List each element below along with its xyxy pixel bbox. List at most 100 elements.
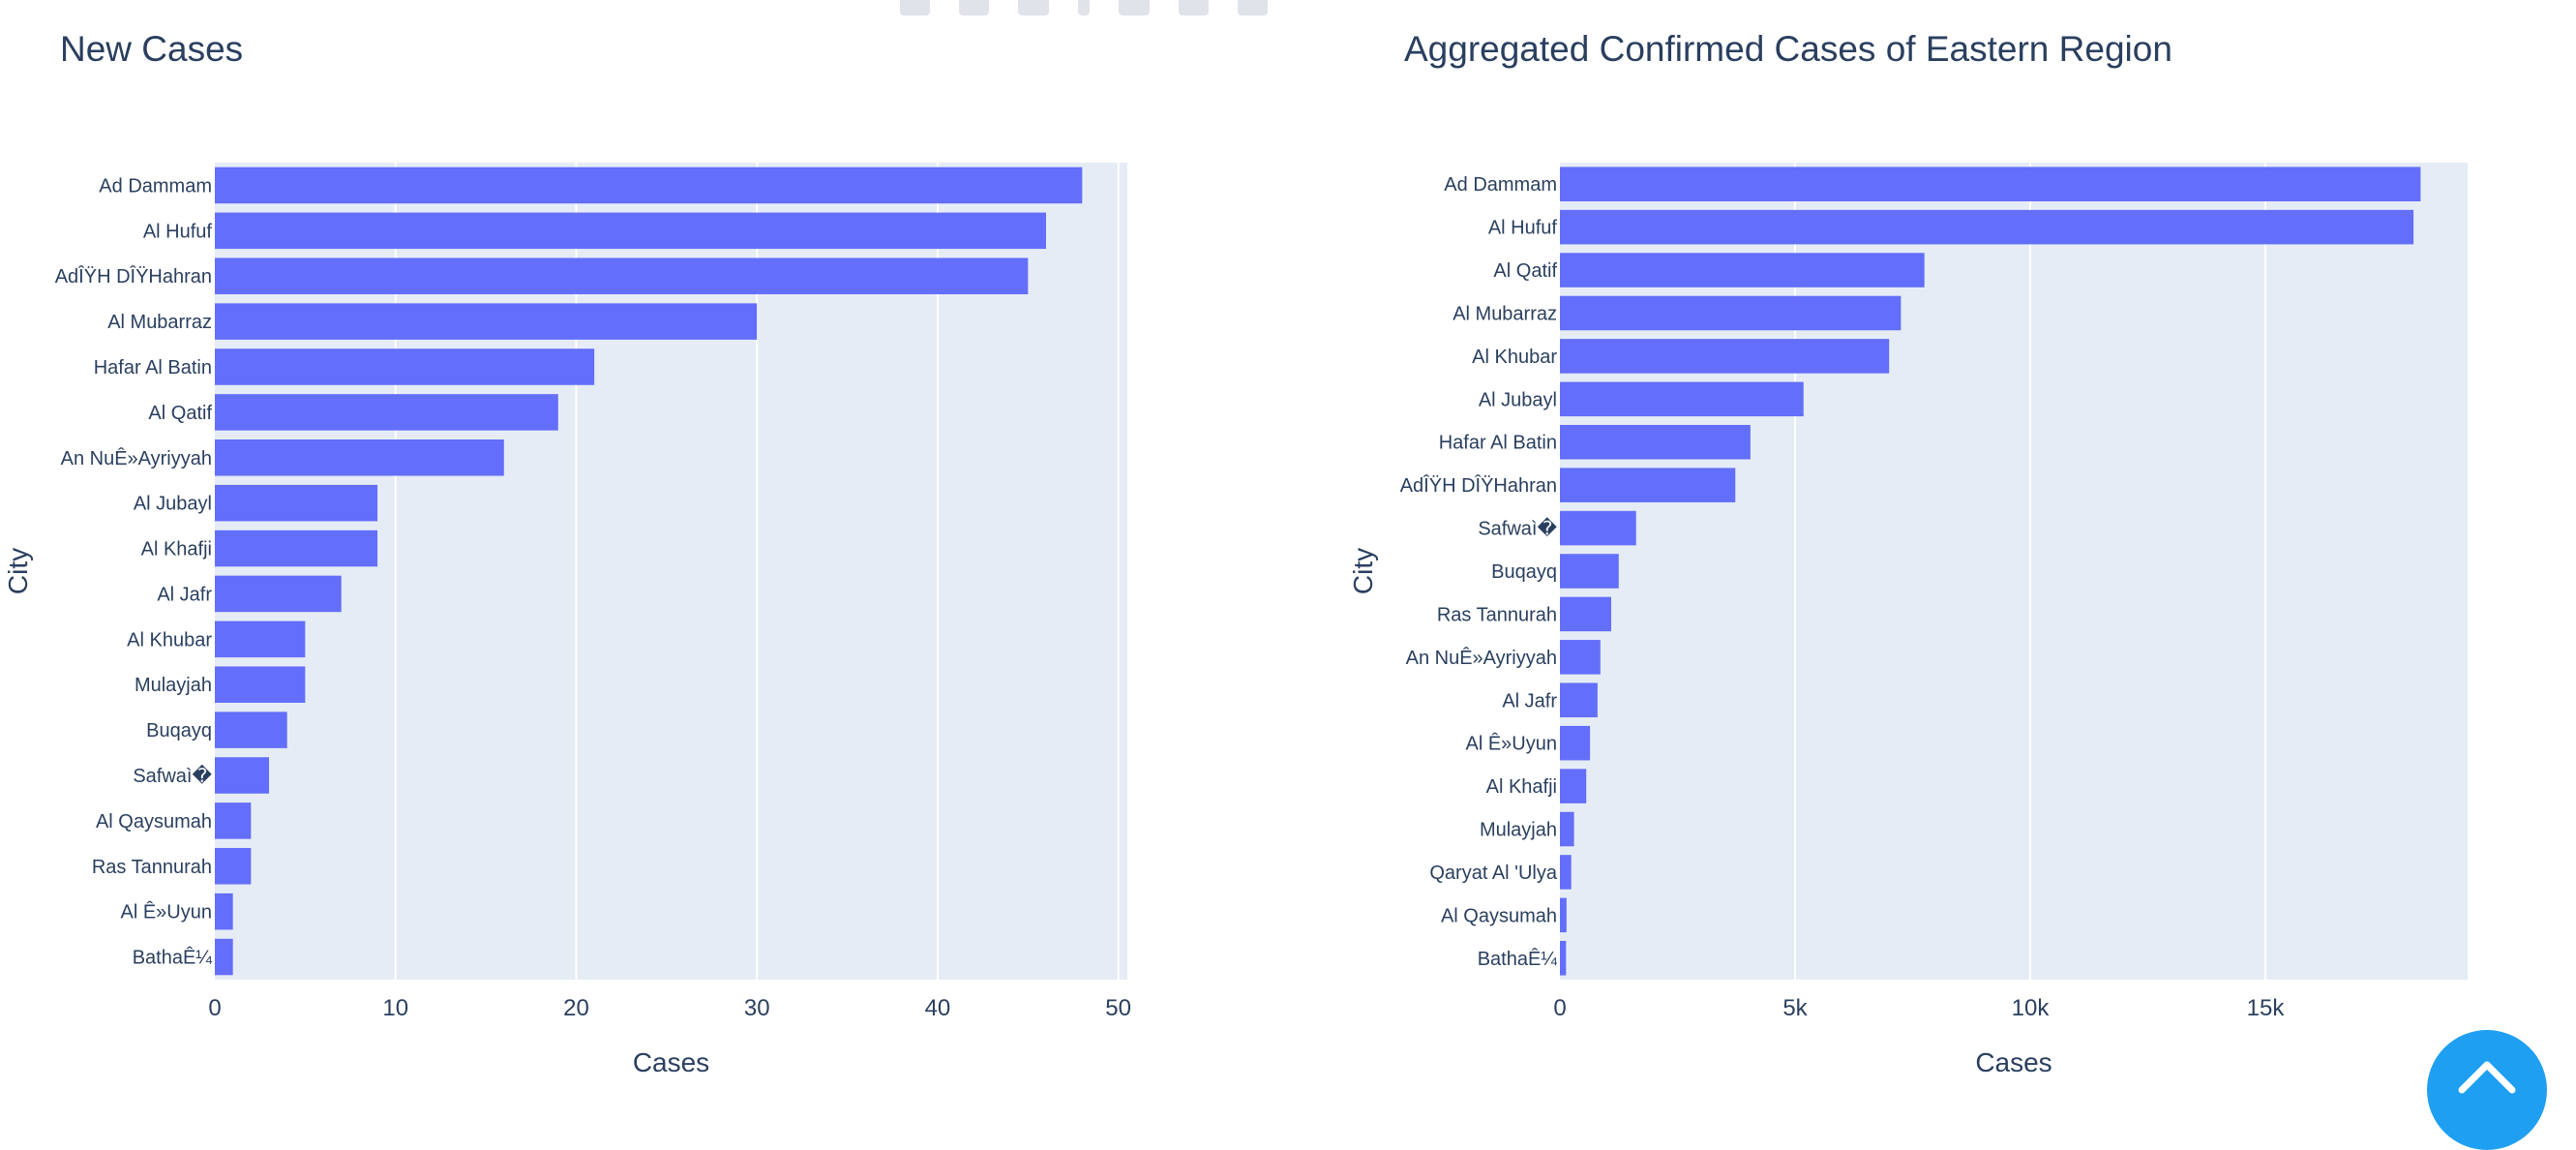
x-tick-label: 15k	[2247, 995, 2286, 1021]
plot-area	[215, 163, 1127, 980]
separator-icon	[1077, 0, 1091, 15]
y-tick-label: Al Qaysumah	[1441, 905, 1557, 926]
bar[interactable]	[215, 348, 595, 385]
y-tick-label: Mulayjah	[1480, 820, 1557, 841]
y-tick-label: AdÎŸH DÎŸHahran	[55, 265, 212, 288]
x-axis-title: Cases	[633, 1047, 709, 1077]
y-tick-label: BathaÊ¼	[1478, 948, 1558, 970]
y-tick-label: Hafar Al Batin	[1439, 433, 1557, 454]
bar[interactable]	[215, 620, 306, 658]
bar[interactable]	[1560, 682, 1598, 718]
chart-title: Aggregated Confirmed Cases of Eastern Re…	[1404, 29, 2172, 69]
y-tick-label: AdÎŸH DÎŸHahran	[1400, 474, 1557, 497]
lasso-icon[interactable]	[1018, 0, 1049, 15]
x-tick-label: 0	[208, 995, 221, 1021]
bar[interactable]	[215, 394, 558, 431]
x-tick-label: 5k	[1782, 995, 1808, 1021]
bar[interactable]	[1560, 253, 1925, 288]
x-axis-title: Cases	[1975, 1047, 2052, 1077]
bar[interactable]	[215, 439, 504, 476]
bar[interactable]	[215, 530, 378, 567]
bar[interactable]	[215, 711, 287, 748]
y-tick-label: Al Khubar	[1472, 347, 1557, 368]
y-tick-label: Hafar Al Batin	[94, 357, 212, 378]
y-tick-label: Al Khubar	[127, 629, 212, 651]
bar[interactable]	[1560, 640, 1601, 675]
bar[interactable]	[215, 212, 1046, 250]
scroll-top-button[interactable]	[2427, 1030, 2547, 1150]
bar[interactable]	[215, 303, 758, 340]
y-tick-label: Al Jafr	[157, 584, 212, 605]
x-tick-label: 10k	[2012, 995, 2051, 1021]
single-hover-icon[interactable]	[1178, 0, 1209, 15]
bar[interactable]	[1560, 424, 1751, 460]
y-tick-label: Ad Dammam	[1444, 174, 1557, 196]
bar[interactable]	[1560, 339, 1890, 374]
y-tick-label: Al Hufuf	[1488, 218, 1558, 239]
y-tick-label: Al Hufuf	[143, 221, 213, 242]
plotly-logo-icon[interactable]	[1237, 0, 1268, 15]
x-tick-label: 20	[563, 995, 589, 1021]
y-tick-label: An NuÊ»Ayriyyah	[1406, 647, 1557, 669]
y-tick-label: Al Qatif	[1493, 260, 1557, 282]
bar[interactable]	[215, 802, 252, 839]
bar[interactable]	[1560, 855, 1572, 890]
bar[interactable]	[215, 575, 342, 613]
aggregated-cases-plot[interactable]: 0 5k 10k 15k Ad Dammam Al Hufuf Al Qatif Al Mub…	[1288, 0, 2576, 1086]
y-axis-title: City	[1348, 548, 1378, 594]
x-tick-label: 10	[382, 995, 408, 1021]
x-tick-label: 40	[925, 995, 951, 1021]
bar[interactable]	[1560, 510, 1636, 546]
bar[interactable]	[215, 893, 233, 930]
bar[interactable]	[215, 757, 270, 794]
bar[interactable]	[1560, 468, 1736, 502]
y-tick-label: Mulayjah	[135, 675, 212, 696]
new-cases-chart: New Cases 0 10 20 30 40 50 Ad Dammam Al Hufuf Ad…	[0, 0, 1288, 1086]
bar[interactable]	[1560, 769, 1587, 803]
y-tick-label: Buqayq	[146, 720, 212, 741]
y-tick-label: Al Mubarraz	[1453, 303, 1557, 324]
plot-modebar	[900, 0, 1268, 17]
chart-title: New Cases	[60, 29, 244, 69]
y-tick-label: Al Qaysumah	[96, 811, 212, 832]
bar[interactable]	[215, 166, 1083, 204]
x-tick-label: 30	[744, 995, 770, 1021]
x-tick-label: 50	[1105, 995, 1131, 1021]
bar[interactable]	[1560, 166, 2421, 201]
y-tick-label: Safwaì�	[1478, 517, 1557, 540]
bar[interactable]	[215, 848, 252, 885]
aggregated-cases-chart: Aggregated Confirmed Cases of Eastern Re…	[1288, 0, 2576, 1086]
bar[interactable]	[1560, 596, 1611, 632]
bar[interactable]	[1560, 897, 1567, 933]
y-axis-title: City	[3, 548, 33, 594]
chevron-up-icon	[2458, 1061, 2516, 1094]
bar[interactable]	[1560, 209, 2414, 245]
y-tick-label: Buqayq	[1491, 561, 1557, 583]
camera-icon[interactable]	[900, 0, 931, 15]
y-tick-label: Al Jafr	[1502, 690, 1557, 711]
bar[interactable]	[1560, 381, 1804, 417]
y-tick-label: Ad Dammam	[99, 175, 212, 197]
y-tick-label: Al Jubayl	[134, 494, 212, 515]
y-tick-label: Ras Tannurah	[1437, 604, 1557, 625]
y-tick-label: Safwaì�	[133, 764, 212, 787]
box-select-icon[interactable]	[959, 0, 990, 15]
bar[interactable]	[1560, 941, 1567, 976]
bar[interactable]	[1560, 554, 1619, 589]
y-tick-label: BathaÊ¼	[133, 947, 213, 969]
bar[interactable]	[215, 938, 233, 976]
bar[interactable]	[1560, 295, 1902, 331]
y-tick-label: Ras Tannurah	[92, 857, 212, 878]
y-tick-label: Al Qatif	[148, 403, 212, 424]
y-tick-label: Al Ê»Uyun	[121, 901, 213, 923]
y-tick-label: An NuÊ»Ayriyyah	[61, 447, 212, 469]
compare-hover-icon[interactable]	[1119, 0, 1150, 15]
new-cases-plot[interactable]: 0 10 20 30 40 50 Ad Dammam Al Hufuf AdÎŸH DÎŸHah…	[0, 0, 1288, 1086]
bar[interactable]	[215, 484, 378, 522]
y-tick-label: Al Khafji	[141, 539, 212, 560]
bar[interactable]	[215, 257, 1029, 294]
bar[interactable]	[215, 666, 306, 703]
y-tick-label: Al Mubarraz	[107, 312, 212, 333]
bar[interactable]	[1560, 811, 1574, 847]
bar[interactable]	[1560, 725, 1591, 761]
